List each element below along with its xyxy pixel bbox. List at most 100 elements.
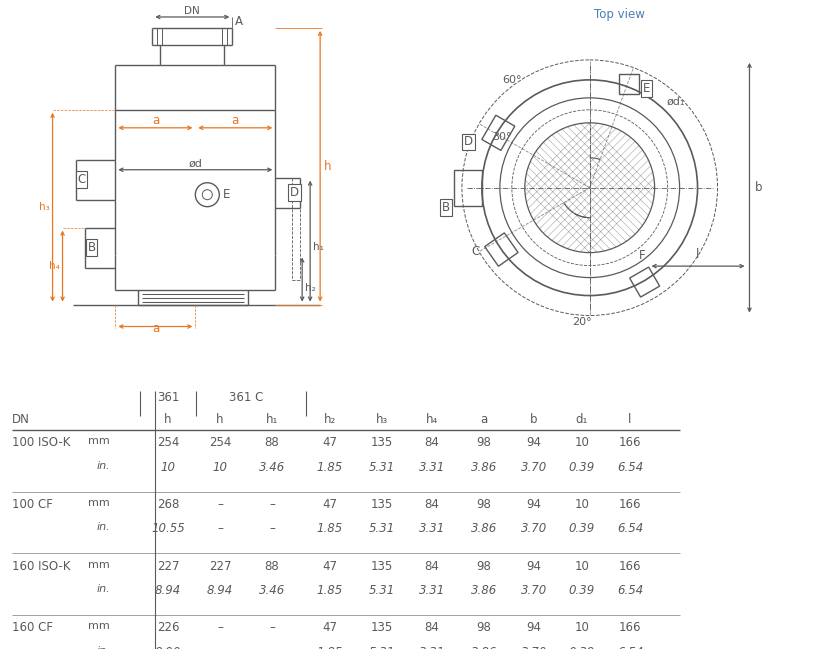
Text: 166: 166 bbox=[618, 498, 641, 511]
Text: 0.39: 0.39 bbox=[569, 522, 596, 535]
Text: C: C bbox=[471, 245, 479, 258]
Text: 3.86: 3.86 bbox=[471, 522, 497, 535]
Text: 10: 10 bbox=[160, 461, 176, 474]
Text: mm: mm bbox=[88, 498, 110, 508]
Text: 8.94: 8.94 bbox=[207, 584, 233, 597]
Text: ød: ød bbox=[188, 159, 202, 169]
Text: 5.31: 5.31 bbox=[369, 646, 395, 649]
Text: 47: 47 bbox=[322, 436, 338, 449]
Text: 6.54: 6.54 bbox=[617, 646, 643, 649]
Text: h₁: h₁ bbox=[313, 242, 324, 252]
Text: 135: 135 bbox=[371, 498, 393, 511]
Text: 10.55: 10.55 bbox=[151, 522, 185, 535]
Text: 98: 98 bbox=[477, 559, 492, 572]
Text: 3.70: 3.70 bbox=[521, 461, 547, 474]
Text: h₃: h₃ bbox=[38, 202, 50, 212]
Text: 60°: 60° bbox=[502, 75, 521, 85]
Text: in.: in. bbox=[97, 522, 110, 532]
Text: 3.46: 3.46 bbox=[258, 584, 285, 597]
Text: 20°: 20° bbox=[572, 317, 591, 328]
Bar bbox=[630, 267, 659, 297]
Text: h: h bbox=[324, 160, 331, 173]
Text: 227: 227 bbox=[157, 559, 179, 572]
Text: Top view: Top view bbox=[594, 8, 645, 21]
Text: h: h bbox=[216, 413, 224, 426]
Text: 6.54: 6.54 bbox=[617, 461, 643, 474]
Text: 8.90: 8.90 bbox=[155, 646, 181, 649]
Text: 84: 84 bbox=[425, 498, 439, 511]
Text: 3.86: 3.86 bbox=[471, 646, 497, 649]
Text: l: l bbox=[628, 413, 631, 426]
Text: mm: mm bbox=[88, 621, 110, 631]
Text: 0.39: 0.39 bbox=[569, 584, 596, 597]
Text: 94: 94 bbox=[527, 436, 542, 449]
Text: in.: in. bbox=[97, 584, 110, 594]
Text: 94: 94 bbox=[527, 621, 542, 634]
Text: 84: 84 bbox=[425, 436, 439, 449]
Text: 160 ISO-K: 160 ISO-K bbox=[12, 559, 70, 572]
Text: b: b bbox=[754, 181, 762, 194]
Text: 5.31: 5.31 bbox=[369, 461, 395, 474]
Text: 98: 98 bbox=[477, 621, 492, 634]
Text: 166: 166 bbox=[618, 436, 641, 449]
Text: 361: 361 bbox=[157, 391, 179, 404]
Text: 254: 254 bbox=[209, 436, 231, 449]
Text: a: a bbox=[152, 114, 159, 127]
Text: D: D bbox=[290, 186, 299, 199]
Text: –: – bbox=[269, 522, 275, 535]
Text: 47: 47 bbox=[322, 621, 338, 634]
Text: 3.86: 3.86 bbox=[471, 461, 497, 474]
Text: 135: 135 bbox=[371, 621, 393, 634]
Text: 94: 94 bbox=[527, 559, 542, 572]
Text: 3.31: 3.31 bbox=[419, 646, 445, 649]
Text: b: b bbox=[530, 413, 537, 426]
Bar bbox=[482, 116, 515, 151]
Text: 226: 226 bbox=[157, 621, 179, 634]
Text: 6.54: 6.54 bbox=[617, 584, 643, 597]
Text: 94: 94 bbox=[527, 498, 542, 511]
Text: ød₁: ød₁ bbox=[667, 96, 685, 106]
Text: 1.85: 1.85 bbox=[317, 646, 343, 649]
Text: 3.46: 3.46 bbox=[258, 461, 285, 474]
Text: 10: 10 bbox=[574, 498, 590, 511]
Text: 10: 10 bbox=[574, 559, 590, 572]
Text: 88: 88 bbox=[265, 559, 280, 572]
Text: 3.31: 3.31 bbox=[419, 461, 445, 474]
Text: D: D bbox=[464, 135, 473, 148]
Text: 3.70: 3.70 bbox=[521, 522, 547, 535]
Text: in.: in. bbox=[97, 646, 110, 649]
Text: 3.70: 3.70 bbox=[521, 646, 547, 649]
Text: E: E bbox=[643, 82, 650, 95]
Text: a: a bbox=[152, 323, 159, 336]
Text: 84: 84 bbox=[425, 559, 439, 572]
Text: –: – bbox=[269, 621, 275, 634]
Text: 10: 10 bbox=[213, 461, 227, 474]
Text: 268: 268 bbox=[157, 498, 179, 511]
Text: B: B bbox=[88, 241, 96, 254]
Text: 227: 227 bbox=[209, 559, 231, 572]
Text: h₃: h₃ bbox=[376, 413, 388, 426]
Text: a: a bbox=[231, 114, 239, 127]
Text: h₂: h₂ bbox=[305, 282, 316, 293]
Text: 135: 135 bbox=[371, 436, 393, 449]
Text: –: – bbox=[269, 498, 275, 511]
Text: B: B bbox=[442, 201, 450, 214]
Text: 8.94: 8.94 bbox=[155, 584, 181, 597]
Text: 1.85: 1.85 bbox=[317, 584, 343, 597]
Text: DN: DN bbox=[12, 413, 30, 426]
Text: 1.85: 1.85 bbox=[317, 522, 343, 535]
Text: A: A bbox=[236, 16, 243, 29]
Text: 135: 135 bbox=[371, 559, 393, 572]
Text: h: h bbox=[164, 413, 172, 426]
Text: 3.70: 3.70 bbox=[521, 584, 547, 597]
Text: 47: 47 bbox=[322, 498, 338, 511]
Text: a: a bbox=[480, 413, 488, 426]
Text: 10: 10 bbox=[574, 621, 590, 634]
Text: F: F bbox=[639, 249, 645, 262]
Bar bbox=[485, 233, 518, 266]
Text: DN: DN bbox=[184, 6, 200, 16]
Text: E: E bbox=[223, 188, 231, 201]
Text: –: – bbox=[217, 498, 223, 511]
Text: 0.39: 0.39 bbox=[569, 646, 596, 649]
Text: 100 CF: 100 CF bbox=[12, 498, 53, 511]
